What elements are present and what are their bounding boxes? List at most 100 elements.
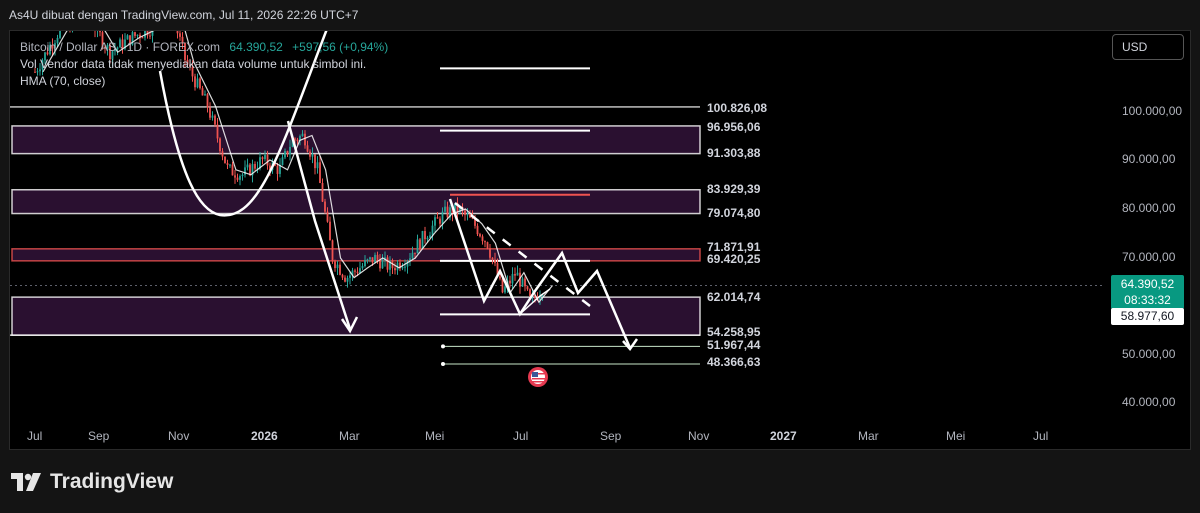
bar-countdown: 08:33:32 — [1124, 293, 1171, 307]
candle-body — [251, 163, 254, 176]
candle-body — [211, 115, 214, 118]
candle-body — [99, 31, 101, 33]
y-tick-label: 70.000,00 — [1122, 250, 1176, 264]
candle-body — [469, 214, 471, 218]
legend-indicator[interactable]: HMA (70, close) — [20, 74, 106, 88]
support-resistance-zone — [11, 296, 701, 336]
projected-path — [448, 198, 632, 349]
candle-body — [261, 157, 264, 160]
x-tick-label: Jul — [1033, 429, 1049, 443]
x-tick-label: Mar — [858, 429, 879, 443]
candle-body — [224, 156, 226, 164]
candle-body — [519, 272, 521, 287]
candle-body — [296, 139, 299, 141]
x-tick-label: 2026 — [251, 429, 278, 443]
candle-body — [324, 201, 326, 212]
candle-body — [196, 78, 199, 88]
chart-svg[interactable] — [10, 31, 1192, 451]
candle-body — [301, 133, 304, 137]
brand-wordmark: TradingView — [50, 470, 174, 493]
level-label: 79.074,80 — [707, 206, 761, 220]
level-anchor — [441, 362, 445, 367]
candle-body — [236, 177, 239, 180]
candle-body — [186, 59, 189, 65]
candle-body — [129, 35, 131, 45]
candle-body — [209, 107, 211, 118]
candle-body — [364, 260, 366, 267]
candle-body — [134, 32, 136, 36]
candle-body — [234, 175, 236, 178]
candle-body — [201, 88, 204, 96]
candle-body — [189, 64, 191, 67]
candle-body — [231, 164, 234, 176]
candle-body — [399, 262, 401, 269]
candle-body — [281, 157, 284, 165]
candle-body — [114, 49, 116, 52]
y-tick-label: 90.000,00 — [1122, 152, 1176, 166]
x-tick-label: Jul — [27, 429, 43, 443]
level-label: 51.967,44 — [707, 338, 761, 352]
legend-volume-note: Vol Vendor data tidak menyediakan data v… — [20, 57, 367, 71]
level-label: 69.420,25 — [707, 252, 761, 266]
candle-body — [206, 94, 209, 108]
candle-body — [374, 254, 376, 263]
x-tick-label: Jul — [513, 429, 529, 443]
candle-body — [309, 151, 311, 157]
level-label: 62.014,74 — [707, 290, 761, 304]
candle-body — [439, 218, 441, 224]
candle-body — [266, 154, 269, 166]
candle-body — [539, 296, 541, 300]
x-tick-label: Nov — [168, 429, 190, 443]
candle-body — [486, 242, 489, 249]
candle-body — [456, 203, 459, 212]
candle-body — [259, 157, 261, 169]
candle-body — [254, 163, 256, 169]
x-tick-label: Mei — [425, 429, 445, 443]
candle-body — [366, 259, 369, 261]
candle-body — [111, 51, 114, 60]
legend-symbol[interactable]: Bitcoin / Dollar AS · 1D · FOREX.com — [20, 40, 221, 54]
candle-body — [46, 52, 49, 55]
candle-body — [429, 235, 431, 238]
arrowhead — [622, 338, 639, 352]
y-tick-label: 50.000,00 — [1122, 347, 1176, 361]
candle-body — [291, 138, 294, 147]
candle-body — [326, 211, 329, 222]
level-label: 54.258,95 — [707, 325, 761, 339]
candle-body — [204, 94, 206, 96]
candle-body — [451, 207, 454, 215]
candle-body — [416, 239, 419, 254]
candle-body — [436, 217, 439, 219]
candle-body — [466, 214, 469, 216]
currency-button[interactable]: USD — [1112, 34, 1184, 60]
candle-body — [219, 138, 221, 152]
drawn-arrow — [286, 120, 352, 330]
candle-body — [431, 225, 434, 236]
small-path — [519, 288, 551, 315]
candle-body — [356, 271, 359, 273]
candle-body — [241, 174, 244, 177]
cup-curve — [158, 31, 328, 217]
candle-body — [484, 241, 486, 243]
candle-body — [351, 270, 354, 276]
candle-body — [214, 115, 216, 125]
candle-body — [446, 206, 449, 218]
candle-body — [276, 165, 279, 174]
chart-panel[interactable]: Bitcoin / Dollar AS · 1D · FOREX.com 64.… — [9, 30, 1191, 450]
arrowhead — [340, 316, 359, 334]
candle-body — [476, 225, 479, 235]
us-economic-event-icon[interactable] — [527, 366, 549, 388]
candle-body — [359, 268, 361, 273]
x-tick-label: Mei — [946, 429, 966, 443]
y-tick-label: 100.000,00 — [1122, 104, 1183, 118]
dashed-trendline — [454, 202, 591, 307]
candle-body — [124, 39, 126, 49]
candle-body — [354, 270, 356, 272]
candle-body — [404, 266, 406, 268]
candle-body — [319, 162, 321, 183]
candle-body — [49, 45, 51, 55]
candle-body — [51, 45, 54, 49]
candle-body — [381, 259, 384, 269]
support-resistance-zone — [11, 188, 701, 215]
candle-body — [176, 31, 179, 34]
